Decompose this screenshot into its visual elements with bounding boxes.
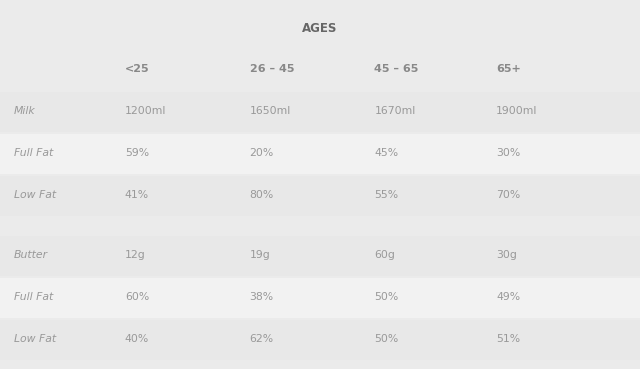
Bar [0, 234, 640, 276]
Bar [0, 276, 640, 277]
Text: 41%: 41% [125, 190, 149, 200]
Text: 60g: 60g [374, 249, 396, 259]
Text: 1900ml: 1900ml [496, 106, 538, 115]
Text: 12g: 12g [125, 249, 145, 259]
Bar [0, 131, 640, 134]
Text: Full Fat: Full Fat [14, 148, 53, 158]
Text: 38%: 38% [250, 292, 274, 301]
Text: 59%: 59% [125, 148, 149, 158]
Bar [0, 276, 640, 317]
Text: Full Fat: Full Fat [14, 292, 53, 301]
Bar [0, 90, 640, 131]
Text: 60%: 60% [125, 292, 149, 301]
Bar [0, 10, 640, 48]
Bar [0, 215, 640, 234]
Bar [0, 173, 640, 215]
Bar [0, 173, 640, 176]
Text: 20%: 20% [250, 148, 274, 158]
Bar [0, 131, 640, 173]
Text: 50%: 50% [374, 334, 399, 344]
Text: 30%: 30% [496, 148, 520, 158]
Text: 49%: 49% [496, 292, 520, 301]
Text: 80%: 80% [250, 190, 274, 200]
Text: 50%: 50% [374, 292, 399, 301]
Text: 70%: 70% [496, 190, 520, 200]
Text: Low Fat: Low Fat [14, 334, 56, 344]
Text: 65+: 65+ [496, 63, 521, 73]
Text: Milk: Milk [14, 106, 36, 115]
Text: Low Fat: Low Fat [14, 190, 56, 200]
Text: 51%: 51% [496, 334, 520, 344]
Bar [0, 317, 640, 320]
Text: 26 – 45: 26 – 45 [250, 63, 294, 73]
Bar [0, 317, 640, 359]
Text: 45%: 45% [374, 148, 399, 158]
Text: 55%: 55% [374, 190, 399, 200]
Text: <25: <25 [125, 63, 149, 73]
Text: 40%: 40% [125, 334, 149, 344]
Text: 62%: 62% [250, 334, 274, 344]
Text: 19g: 19g [250, 249, 270, 259]
Bar [0, 234, 640, 235]
Bar [0, 90, 640, 92]
Text: 30g: 30g [496, 249, 517, 259]
Text: 1670ml: 1670ml [374, 106, 415, 115]
Text: AGES: AGES [302, 22, 338, 35]
Text: 1200ml: 1200ml [125, 106, 166, 115]
Bar [0, 48, 640, 90]
Text: 45 – 65: 45 – 65 [374, 63, 419, 73]
Text: Butter: Butter [14, 249, 48, 259]
Text: 1650ml: 1650ml [250, 106, 291, 115]
